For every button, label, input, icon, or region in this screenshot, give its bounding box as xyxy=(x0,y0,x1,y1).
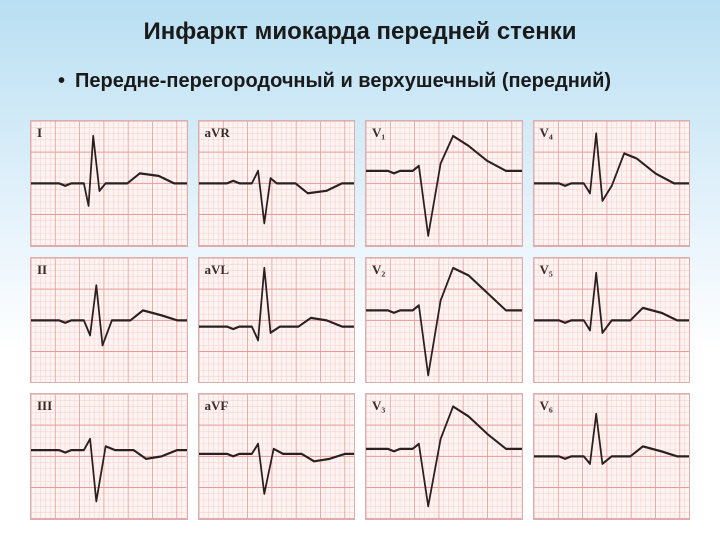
bullet-item: • Передне-перегородочный и верхушечный (… xyxy=(58,68,692,94)
lead-label: aVL xyxy=(205,262,230,278)
bullet-dot-icon: • xyxy=(58,68,65,94)
lead-label: V₂ xyxy=(372,262,385,278)
bullet-text: Передне-перегородочный и верхушечный (пе… xyxy=(75,68,611,94)
ecg-lead-cell: V₂ xyxy=(365,257,523,384)
ecg-lead-cell: III xyxy=(30,393,188,520)
ecg-lead-cell: aVF xyxy=(198,393,356,520)
ecg-lead-cell: aVL xyxy=(198,257,356,384)
slide: Инфаркт миокарда передней стенки • Перед… xyxy=(0,0,720,540)
ecg-lead-cell: I xyxy=(30,120,188,247)
lead-label: V₃ xyxy=(372,398,385,414)
lead-label: III xyxy=(37,398,52,414)
ecg-lead-cell: V₄ xyxy=(533,120,691,247)
lead-label: V₁ xyxy=(372,125,385,141)
ecg-lead-cell: V₅ xyxy=(533,257,691,384)
lead-label: I xyxy=(37,125,42,141)
lead-label: aVR xyxy=(205,125,230,141)
lead-label: aVF xyxy=(205,398,229,414)
ecg-grid-panel: IaVR V₁ V₄ II aVL V₂ V₅ III aVF V₃ V₆ xyxy=(30,120,690,520)
ecg-lead-cell: II xyxy=(30,257,188,384)
lead-label: V₄ xyxy=(540,125,553,141)
ecg-lead-cell: V₃ xyxy=(365,393,523,520)
ecg-lead-cell: V₁ xyxy=(365,120,523,247)
lead-label: V₅ xyxy=(540,262,553,278)
ecg-lead-cell: V₆ xyxy=(533,393,691,520)
lead-label: II xyxy=(37,262,47,278)
ecg-lead-cell: aVR xyxy=(198,120,356,247)
slide-title: Инфаркт миокарда передней стенки xyxy=(28,18,692,46)
lead-label: V₆ xyxy=(540,398,553,414)
